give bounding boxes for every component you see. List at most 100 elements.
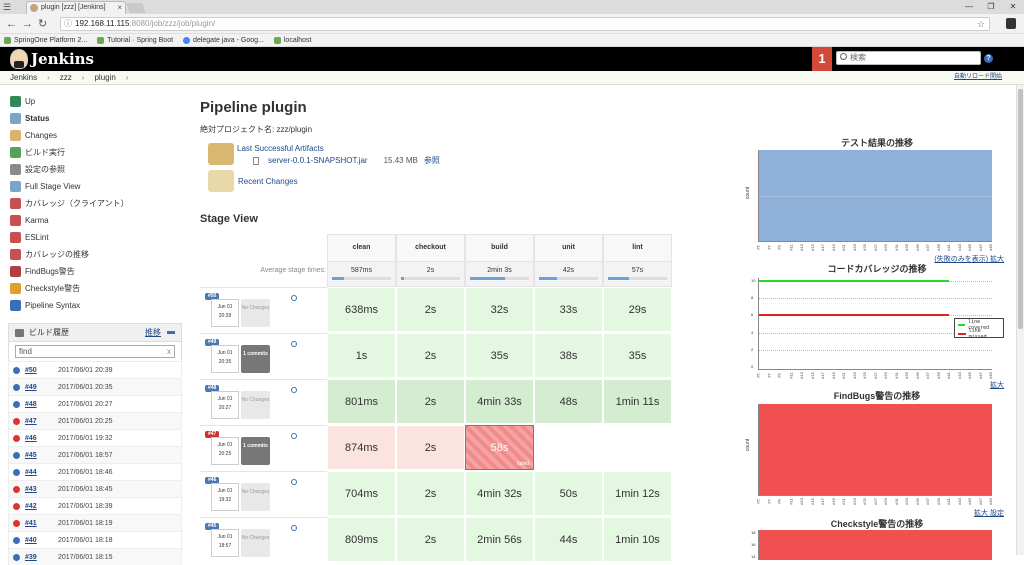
build-tag[interactable]: #45 — [205, 523, 220, 530]
stage-cell[interactable]: 2s — [396, 287, 465, 332]
browser-tab[interactable]: plugin [zzz] [Jenkins] × — [26, 1, 126, 14]
build-number-link[interactable]: #44 — [25, 468, 37, 476]
notification-badge[interactable]: 1 — [812, 47, 832, 71]
stage-cell[interactable]: 1s — [327, 333, 396, 378]
build-info-icon[interactable] — [291, 479, 297, 485]
build-history-row[interactable]: #46 2017/06/01 19:32 — [8, 429, 182, 446]
stage-cell[interactable]: 58s failed — [465, 425, 534, 470]
stage-cell[interactable] — [603, 425, 672, 470]
artifact-view-link[interactable]: 参照 — [423, 156, 440, 165]
clear-filter-icon[interactable]: x — [167, 347, 171, 356]
close-window-icon[interactable]: ✕ — [1009, 2, 1017, 11]
bookmark-item[interactable]: delegate java - Goog... — [183, 34, 264, 46]
breadcrumb-item[interactable]: Jenkins — [10, 73, 38, 82]
stage-cell[interactable]: 809ms — [327, 517, 396, 562]
build-number-link[interactable]: #46 — [25, 434, 37, 442]
build-tag[interactable]: #50 — [205, 293, 220, 300]
build-number-link[interactable]: #45 — [25, 451, 37, 459]
stage-cell[interactable]: 44s — [534, 517, 603, 562]
build-history-row[interactable]: #45 2017/06/01 18:57 — [8, 446, 182, 463]
build-filter-input[interactable]: find x — [15, 345, 175, 358]
stage-cell[interactable]: 2min 56s — [465, 517, 534, 562]
sidebar-task[interactable]: カバレッジ（クライアント） — [10, 195, 129, 212]
sidebar-task[interactable]: ESLint — [10, 229, 129, 246]
build-changes[interactable]: No Changes — [241, 391, 270, 419]
sidebar-task[interactable]: FindBugs警告 — [10, 263, 129, 280]
checkstyle-trend-chart[interactable] — [758, 530, 992, 560]
bookmark-item[interactable]: localhost — [273, 34, 312, 46]
url-input[interactable]: ⓘ 192.168.11.115:8080/job/zzz/job/plugin… — [60, 17, 990, 31]
build-history-row[interactable]: #43 2017/06/01 18:45 — [8, 480, 182, 497]
recent-changes-link[interactable]: Recent Changes — [238, 176, 298, 186]
build-number-link[interactable]: #49 — [25, 383, 37, 391]
build-tag[interactable]: #49 — [205, 339, 220, 346]
sidebar-task[interactable]: Full Stage View — [10, 178, 129, 195]
artifact-file-link[interactable]: server-0.0.1-SNAPSHOT.jar — [268, 156, 368, 165]
build-info-icon[interactable] — [291, 341, 297, 347]
forward-icon[interactable]: → — [22, 18, 33, 30]
extension-icon[interactable] — [1006, 18, 1016, 29]
stage-cell[interactable]: 638ms — [327, 287, 396, 332]
build-history-row[interactable]: #48 2017/06/01 20:27 — [8, 395, 182, 412]
build-tag[interactable]: #48 — [205, 385, 220, 392]
stage-cell[interactable]: 48s — [534, 379, 603, 424]
stage-cell[interactable]: 2s — [396, 333, 465, 378]
jenkins-logo[interactable]: Jenkins — [10, 49, 94, 69]
build-history-row[interactable]: #44 2017/06/01 18:46 — [8, 463, 182, 480]
build-number-link[interactable]: #48 — [25, 400, 37, 408]
build-tag[interactable]: #47 — [205, 431, 220, 438]
page-scrollbar[interactable] — [1016, 85, 1024, 555]
build-number-link[interactable]: #42 — [25, 502, 37, 510]
stage-cell[interactable]: 4min 32s — [465, 471, 534, 516]
breadcrumb-separator-icon[interactable]: › — [47, 73, 50, 82]
stage-cell[interactable]: 874ms — [327, 425, 396, 470]
auto-refresh-link[interactable]: 自動リロード開始 — [953, 74, 1002, 80]
bookmark-star-icon[interactable]: ☆ — [976, 19, 985, 29]
stage-cell[interactable]: 2s — [396, 471, 465, 516]
bookmark-item[interactable]: Tutorial · Spring Boot — [97, 34, 173, 46]
build-history-row[interactable]: #39 2017/06/01 18:15 — [8, 548, 182, 565]
sidebar-task[interactable]: Status — [10, 110, 129, 127]
sidebar-task[interactable]: 設定の参照 — [10, 161, 129, 178]
stage-cell[interactable]: 2s — [396, 379, 465, 424]
build-changes[interactable]: No Changes — [241, 483, 270, 511]
sidebar-task[interactable]: Pipeline Syntax — [10, 297, 129, 314]
build-history-row[interactable]: #42 2017/06/01 18:39 — [8, 497, 182, 514]
build-info-icon[interactable] — [291, 387, 297, 393]
build-number-link[interactable]: #41 — [25, 519, 37, 527]
build-changes[interactable]: No Changes — [241, 529, 270, 557]
search-input[interactable]: 検索 — [836, 51, 981, 65]
scrollbar-thumb[interactable] — [1018, 89, 1023, 329]
build-number-link[interactable]: #40 — [25, 536, 37, 544]
breadcrumb-item[interactable]: plugin — [94, 73, 116, 82]
stage-cell[interactable]: 2s — [396, 517, 465, 562]
stage-cell[interactable]: 2s — [396, 425, 465, 470]
build-info-icon[interactable] — [291, 295, 297, 301]
findbugs-chart-links[interactable]: 拡大 設定 — [974, 510, 1004, 517]
maximize-icon[interactable]: ❐ — [987, 2, 995, 11]
build-history-row[interactable]: #41 2017/06/01 18:19 — [8, 514, 182, 531]
stage-cell[interactable]: 33s — [534, 287, 603, 332]
stage-cell[interactable]: 704ms — [327, 471, 396, 516]
stage-cell[interactable]: 35s — [603, 333, 672, 378]
build-info-icon[interactable] — [291, 433, 297, 439]
stage-cell[interactable]: 1min 10s — [603, 517, 672, 562]
build-history-row[interactable]: #40 2017/06/01 18:18 — [8, 531, 182, 548]
build-number-link[interactable]: #50 — [25, 366, 37, 374]
trend-link[interactable]: 推移 — [145, 328, 161, 337]
build-number-link[interactable]: #43 — [25, 485, 37, 493]
stage-cell[interactable]: 801ms — [327, 379, 396, 424]
page-info-icon[interactable]: ⓘ — [64, 19, 72, 28]
coverage-trend-chart[interactable] — [758, 278, 992, 370]
breadcrumb-separator-icon[interactable]: › — [125, 73, 129, 82]
findbugs-trend-chart[interactable] — [758, 404, 992, 496]
close-tab-icon[interactable]: × — [117, 3, 122, 12]
sidebar-task[interactable]: Checkstyle警告 — [10, 280, 129, 297]
bookmark-item[interactable]: SpringOne Platform 2... — [4, 34, 87, 46]
sidebar-task[interactable]: Karma — [10, 212, 129, 229]
stage-cell[interactable]: 38s — [534, 333, 603, 378]
stage-cell[interactable]: 4min 33s — [465, 379, 534, 424]
build-changes[interactable]: No Changes — [241, 299, 270, 327]
build-info-icon[interactable] — [291, 525, 297, 531]
stage-cell[interactable]: 1min 12s — [603, 471, 672, 516]
